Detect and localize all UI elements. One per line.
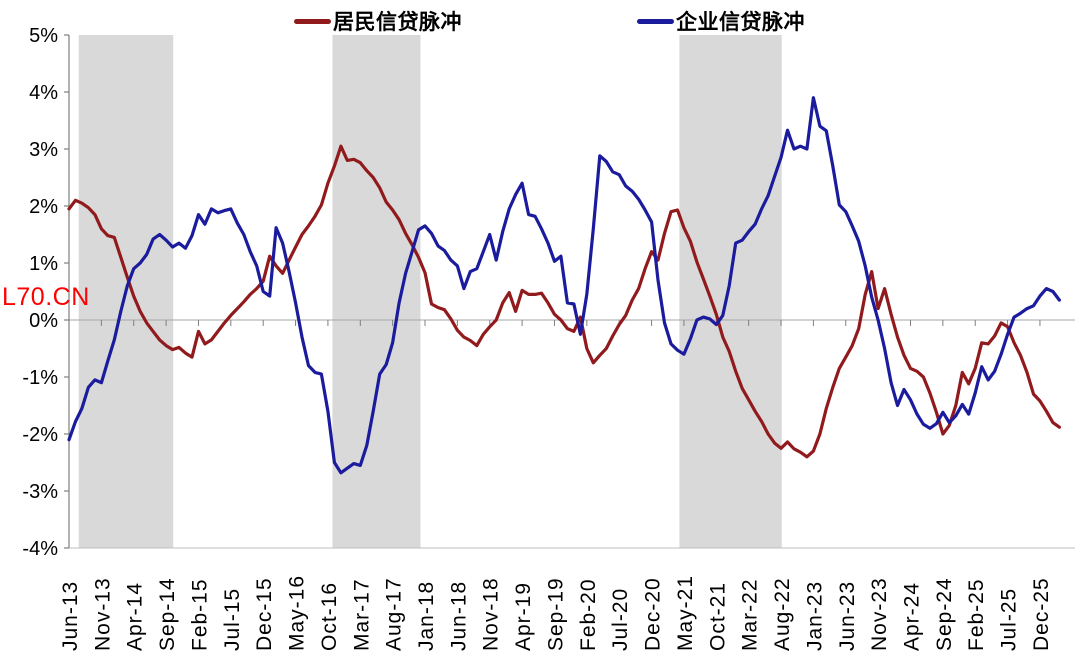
y-tick-label: 1% <box>29 253 58 275</box>
shaded-band <box>332 35 421 548</box>
x-tick-label: Apr-19 <box>512 582 535 651</box>
x-tick-label: Jun-13 <box>59 581 82 651</box>
x-tick-label: Feb-20 <box>577 578 600 651</box>
legend-item-corporate: 企业信贷脉冲 <box>637 9 805 34</box>
x-tick-label: Dec-20 <box>642 577 665 651</box>
x-tick-label: Feb-15 <box>188 578 211 651</box>
shaded-band <box>679 35 782 548</box>
household-credit-line <box>67 144 1062 459</box>
y-tick-label: -3% <box>22 481 58 503</box>
x-tick-label: Jun-18 <box>447 581 470 651</box>
x-tick-label: Nov-13 <box>91 577 114 651</box>
y-tick-label: -2% <box>22 424 58 446</box>
x-tick-label: Jul-15 <box>221 588 244 651</box>
x-tick-label: Sep-14 <box>156 577 179 651</box>
y-tick-label: 4% <box>29 82 58 104</box>
y-tick-label: 5% <box>29 25 58 47</box>
x-tick-label: Apr-24 <box>900 582 923 651</box>
x-tick-label: Jul-25 <box>998 588 1021 651</box>
x-tick-label: Nov-23 <box>868 577 891 651</box>
x-tick-label: Nov-18 <box>480 577 503 651</box>
x-tick-label: Jan-18 <box>415 581 438 651</box>
x-tick-label: Sep-24 <box>933 577 956 651</box>
legend-marker-corporate <box>637 18 674 24</box>
x-tick-label: Jul-20 <box>609 588 632 651</box>
x-tick-label: Feb-25 <box>965 578 988 651</box>
x-tick-label: May-21 <box>674 575 697 651</box>
x-tick-label: Aug-22 <box>771 577 794 651</box>
x-tick-label: Sep-19 <box>544 577 567 651</box>
y-tick-label: 3% <box>29 139 58 161</box>
y-tick-label: 0% <box>29 310 58 332</box>
x-tick-label: Mar-22 <box>739 578 762 651</box>
x-tick-label: Apr-14 <box>124 582 147 651</box>
y-tick-label: 2% <box>29 196 58 218</box>
x-tick-label: Aug-17 <box>383 577 406 651</box>
x-tick-label: Oct-16 <box>318 582 341 651</box>
x-tick-label: Mar-17 <box>350 578 373 651</box>
legend-marker-household <box>294 18 331 24</box>
legend-label-corporate: 企业信贷脉冲 <box>676 11 805 34</box>
y-tick-label: -1% <box>22 367 58 389</box>
x-tick-label: Dec-15 <box>253 577 276 651</box>
x-tick-label: May-16 <box>286 575 309 651</box>
x-tick-label: Dec-25 <box>1030 577 1053 651</box>
x-tick-label: Jan-23 <box>803 581 826 651</box>
watermark: L70.CN <box>2 283 90 311</box>
corporate-credit-line <box>67 96 1062 475</box>
legend-item-household: 居民信贷脉冲 <box>294 9 462 34</box>
x-tick-label: Jun-23 <box>836 581 859 651</box>
legend-label-household: 居民信贷脉冲 <box>333 11 462 34</box>
x-tick-label: Oct-21 <box>706 582 729 651</box>
y-tick-label: -4% <box>22 538 58 560</box>
